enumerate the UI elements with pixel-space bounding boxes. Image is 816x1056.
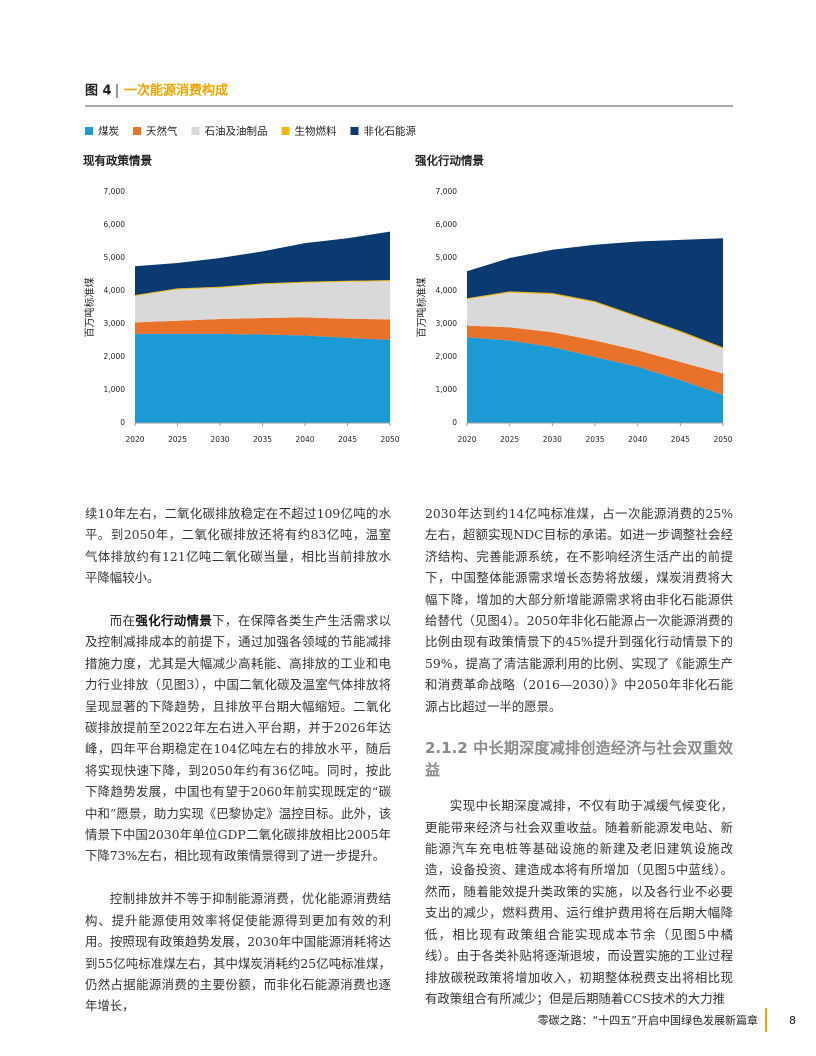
y-tick-label: 4,000 [104,286,126,295]
y-tick-label: 7,000 [104,187,126,196]
x-tick-label: 2050 [380,435,399,444]
area [135,280,390,296]
column-left: 续10年左右，二氧化碳排放稳定在不超过109亿吨的水平。到2050年，二氧化碳排… [85,503,391,1038]
y-tick-label: 4,000 [436,286,458,295]
x-tick-label: 2040 [628,435,647,444]
area [467,325,723,395]
legend-swatch [350,127,359,135]
legend-swatch [281,127,290,135]
x-tick-label: 2030 [543,435,562,444]
section-heading: 2.1.2 中长期深度减排创造经济与社会双重效益 [425,739,733,779]
legend-swatch [85,127,93,135]
y-tick-label: 0 [452,418,457,427]
area [467,292,723,374]
x-tick-label: 2050 [713,435,732,444]
x-tick-label: 2020 [457,435,476,444]
y-tick-label: 3,000 [104,319,126,328]
y-axis-label: 百万吨标准煤 [415,278,428,338]
x-tick-label: 2025 [500,435,519,444]
footer-title: 零碳之路：“十四五”开启中国绿色发展新篇章 [538,1013,758,1027]
x-tick-label: 2040 [295,435,314,444]
x-tick-label: 2045 [671,435,690,444]
y-tick-label: 1,000 [104,385,126,394]
y-tick-label: 2,000 [436,352,458,361]
legend-label: 生物燃料 [295,125,337,138]
page-number: 8 [789,1014,796,1027]
legend-label: 石油及油制品 [205,125,268,138]
area [135,317,390,340]
legend-label: 煤炭 [98,125,119,138]
paragraph: 续10年左右，二氧化碳排放稳定在不超过109亿吨的水平。到2050年，二氧化碳排… [85,506,391,586]
legend-swatch [133,127,141,135]
y-tick-label: 5,000 [104,253,126,262]
x-tick-label: 2035 [585,435,604,444]
area [135,333,390,423]
legend-label: 非化石能源 [364,125,417,138]
chart-title: 强化行动情景 [415,154,484,168]
paragraph: 而在强化行动情景下，在保障各类生产生活需求以及控制减排成本的前提下，通过加强各领… [85,610,391,867]
y-tick-label: 6,000 [436,220,458,229]
area [467,337,723,423]
y-tick-label: 1,000 [436,385,458,394]
paragraph: 2030年达到约14亿吨标准煤，占一次能源消费的25%左右，超额实现NDC目标的… [425,506,733,714]
x-tick-label: 2020 [125,435,144,444]
x-tick-label: 2035 [253,435,272,444]
chart-title: 现有政策情景 [83,154,152,168]
figure-number: 图 4 [85,84,112,99]
y-tick-label: 2,000 [104,352,126,361]
area [135,231,390,295]
y-tick-label: 0 [120,418,125,427]
area [135,281,390,323]
area [467,238,723,348]
figure-title: 一次能源消费构成 [124,83,228,99]
y-tick-label: 7,000 [436,187,458,196]
text: 而在 [109,613,136,629]
paragraph: 实现中长期深度减排，不仅有助于减缓气候变化，更能带来经济与社会双重收益。随着新能… [425,798,733,1006]
y-axis-label: 百万吨标准煤 [83,278,96,338]
x-tick-label: 2045 [338,435,357,444]
x-tick-label: 2030 [210,435,229,444]
x-tick-label: 2025 [168,435,187,444]
emphasis: 强化行动情景 [135,613,213,629]
column-right: 2030年达到约14亿吨标准煤，占一次能源消费的25%左右，超额实现NDC目标的… [425,503,733,1031]
legend-label: 天然气 [146,125,178,138]
y-tick-label: 5,000 [436,253,458,262]
paragraph: 控制排放并不等于抑制能源消费，优化能源消费结构、提升能源使用效率将促使能源得到更… [85,891,391,1014]
y-tick-label: 3,000 [436,319,458,328]
legend: 煤炭 天然气 石油及油制品 生物燃料 非化石能源 [85,125,416,138]
y-tick-label: 6,000 [104,220,126,229]
text: 下，在保障各类生产生活需求以及控制减排成本的前提下，通过加强各领域的节能减排措施… [85,613,392,864]
legend-swatch [191,127,200,135]
